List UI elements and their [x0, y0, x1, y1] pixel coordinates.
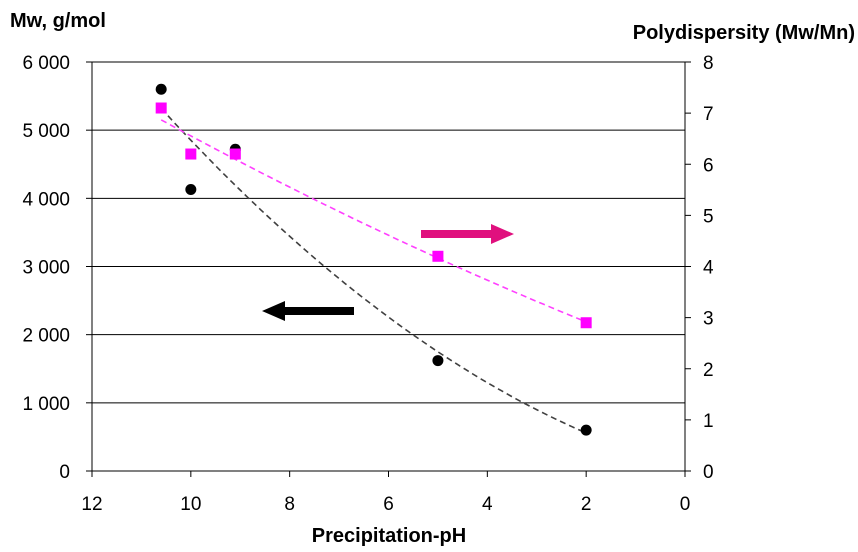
y2-tick-label: 1 — [703, 411, 714, 432]
y2-tick-label: 5 — [703, 206, 714, 227]
polydispersity-point — [580, 317, 592, 329]
polydispersity-point — [185, 148, 197, 160]
x-tick-label: 12 — [81, 494, 102, 515]
left-arrow — [262, 301, 354, 321]
y-tick-label: 2 000 — [22, 326, 70, 347]
y2-tick-label: 7 — [703, 104, 714, 125]
right-arrow — [421, 224, 514, 244]
x-tick-label: 8 — [284, 494, 295, 515]
y2-tick-label: 6 — [703, 155, 714, 176]
y2-tick-label: 2 — [703, 360, 714, 381]
trend-lines — [160, 107, 587, 434]
polydispersity-trendline — [160, 119, 587, 323]
x-tick-label: 4 — [482, 494, 493, 515]
x-tick-label: 6 — [383, 494, 394, 515]
y-axis-title: Mw, g/mol — [10, 10, 106, 32]
y2-axis-title: Polydispersity (Mw/Mn) — [633, 22, 855, 44]
polydispersity-point — [229, 148, 241, 160]
x-tick-label: 0 — [680, 494, 691, 515]
y-tick-label: 5 000 — [22, 121, 70, 142]
x-tick-label: 10 — [180, 494, 201, 515]
y-tick-label: 0 — [59, 462, 70, 483]
y-tick-label: 4 000 — [22, 189, 70, 210]
mw-trendline — [160, 107, 587, 434]
y-tick-label: 3 000 — [22, 258, 70, 279]
axes — [86, 61, 691, 477]
x-axis-title: Precipitation-pH — [312, 525, 466, 547]
gridlines — [92, 61, 685, 404]
x-tick-label: 2 — [581, 494, 592, 515]
data-points — [155, 83, 592, 436]
y2-tick-label: 8 — [703, 53, 714, 74]
y2-tick-label: 3 — [703, 309, 714, 330]
direction-arrows — [262, 224, 514, 321]
y2-tick-label: 0 — [703, 462, 714, 483]
mw-point — [432, 355, 444, 367]
mw-point — [155, 83, 167, 95]
polydispersity-point — [432, 250, 444, 262]
y-tick-label: 1 000 — [22, 394, 70, 415]
mw-point — [185, 183, 197, 195]
y-tick-label: 6 000 — [22, 53, 70, 74]
mw-point — [580, 424, 592, 436]
y2-tick-label: 4 — [703, 258, 714, 279]
polydispersity-point — [155, 102, 167, 114]
